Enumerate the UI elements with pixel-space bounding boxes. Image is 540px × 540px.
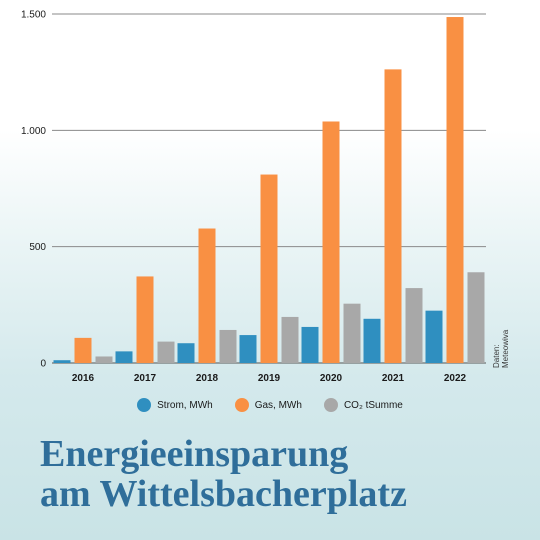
bar-co2	[343, 303, 361, 363]
y-tick-label: 1.500	[21, 10, 46, 21]
bar-gas	[136, 276, 154, 363]
bar-strom	[239, 335, 257, 363]
bar-strom	[363, 318, 381, 363]
legend-swatch-co2	[323, 398, 338, 412]
source-note-line: Meteowiva	[501, 329, 510, 368]
x-tick-label: 2019	[258, 373, 281, 384]
bar-gas	[198, 228, 216, 363]
bar-gas	[74, 337, 92, 363]
bar-strom	[115, 351, 133, 363]
bar-co2	[281, 316, 299, 363]
chart-legend: Strom, MWh Gas, MWh CO₂ tSumme	[0, 398, 540, 412]
x-tick-label: 2021	[382, 373, 405, 384]
source-note: Daten:Meteowiva	[492, 329, 510, 368]
source-note-line: Daten:	[492, 344, 501, 368]
legend-swatch-strom	[137, 398, 152, 412]
bar-gas	[322, 121, 340, 363]
legend-item-strom: Strom, MWh	[137, 398, 213, 412]
bar-strom	[177, 343, 195, 363]
bar-co2	[219, 329, 237, 363]
y-tick-label: 0	[40, 359, 46, 370]
legend-swatch-gas	[234, 398, 249, 412]
legend-label-co2: CO₂ tSumme	[343, 399, 403, 411]
y-tick-label: 500	[29, 242, 46, 253]
x-tick-label: 2018	[196, 373, 219, 384]
bar-strom	[301, 326, 319, 363]
bar-gas	[446, 17, 464, 364]
chart-title-line-1: Energieeinsparung	[40, 433, 349, 475]
bar-gas	[260, 174, 278, 363]
x-tick-label: 2017	[134, 373, 157, 384]
legend-item-co2: CO₂ tSumme	[323, 398, 403, 412]
bar-co2	[467, 272, 485, 363]
legend-item-gas: Gas, MWh	[234, 398, 302, 412]
bar-gas	[384, 69, 402, 363]
bar-co2	[157, 341, 175, 363]
bar-co2	[405, 288, 423, 363]
legend-label-strom: Strom, MWh	[157, 399, 213, 411]
x-tick-label: 2022	[444, 373, 467, 384]
x-tick-label: 2016	[72, 373, 95, 384]
x-tick-label: 2020	[320, 373, 343, 384]
chart-title-line-2: am Wittelsbacherplatz	[40, 473, 407, 515]
legend-label-gas: Gas, MWh	[254, 399, 302, 411]
bar-strom	[425, 310, 443, 363]
bar-strom	[53, 360, 71, 363]
bar-co2	[95, 356, 113, 363]
chart-title: Energieeinsparung am Wittelsbacherplatz	[40, 434, 520, 514]
y-tick-label: 1.000	[21, 126, 46, 137]
